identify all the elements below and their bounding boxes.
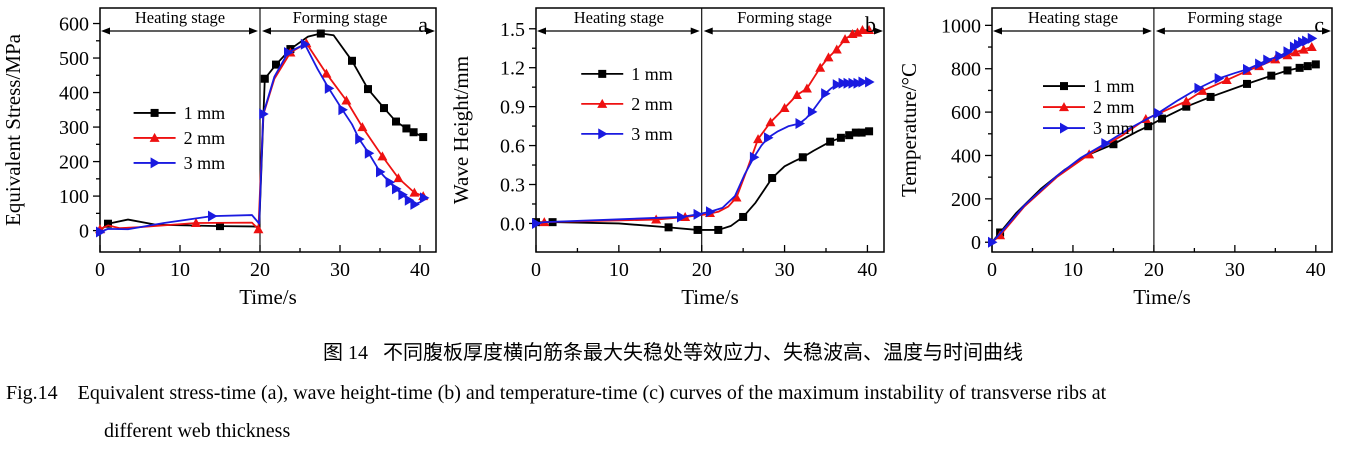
series-3mm: [988, 32, 1318, 248]
x-axis-title: Time/s: [239, 285, 297, 309]
chart-svg-a: 0 10 20 30 400100200300400500600Time/sEquiva…: [1, 7, 437, 309]
legend: 1 mm2 mm3 mm: [1043, 76, 1135, 138]
y-tick-labels: 0 100 200 300 400 500 600: [59, 14, 89, 243]
chart-equivalent-stress: 0 10 20 30 40 0 100 200 300 400 500 600 Time/s Equiva…: [0, 0, 448, 312]
svg-text:20: 20: [250, 259, 270, 281]
heating-stage-label: Heating stage: [1028, 8, 1118, 27]
plot-frame: [99, 7, 437, 253]
svg-text:0.0: 0.0: [500, 213, 525, 235]
svg-text:40: 40: [1306, 259, 1326, 281]
heating-stage-label: Heating stage: [574, 8, 664, 27]
svg-text:500: 500: [59, 48, 89, 70]
svg-text:3 mm: 3 mm: [184, 153, 226, 173]
svg-text:100: 100: [59, 186, 89, 208]
svg-text:400: 400: [59, 83, 89, 105]
corner-letter: b: [865, 12, 876, 37]
charts-row: 0 10 20 30 40 0 100 200 300 400 500 600 Time/s Equiva…: [0, 0, 1344, 312]
series-1mm: [532, 127, 874, 234]
series-1mm: [991, 60, 1320, 243]
chart-temperature: 0 10 20 30 40 0 200 400 600 800 1000 Time/s Temperat…: [896, 0, 1344, 312]
y-axis-title: Wave Height/mm: [449, 56, 473, 204]
svg-text:10: 10: [170, 259, 190, 281]
y-axis-title: Temperature/°C: [897, 63, 921, 197]
x-axis-title: Time/s: [1133, 285, 1191, 309]
forming-stage-arrow: [1155, 27, 1331, 35]
svg-text:0: 0: [95, 259, 105, 281]
x-axis-title: Time/s: [681, 285, 739, 309]
caption-chinese: 图 14 不同腹板厚度横向筋条最大失稳处等效应力、失稳波高、温度与时间曲线: [323, 342, 1023, 364]
plot-frame: [991, 7, 1333, 253]
x-tick-labels: 0 10 20 30 40: [95, 259, 430, 281]
series-3mm: [532, 76, 875, 229]
svg-text:0.6: 0.6: [500, 136, 525, 158]
svg-text:10: 10: [1063, 259, 1083, 281]
svg-text:600: 600: [951, 102, 981, 124]
y-axis-title: Equivalent Stress/MPa: [1, 33, 25, 226]
svg-text:30: 30: [775, 259, 795, 281]
svg-text:1.5: 1.5: [500, 19, 525, 41]
x-tick-labels: 0 10 20 30 40: [531, 259, 877, 281]
forming-stage-label: Forming stage: [1187, 8, 1282, 27]
heating-stage-label: Heating stage: [135, 8, 225, 27]
svg-text:10: 10: [609, 259, 629, 281]
svg-text:2 mm: 2 mm: [184, 128, 226, 148]
svg-text:800: 800: [951, 59, 981, 81]
svg-text:1 mm: 1 mm: [1093, 76, 1135, 96]
svg-text:1.2: 1.2: [500, 58, 525, 80]
svg-text:0.9: 0.9: [500, 97, 525, 119]
caption-english-line2: different web thickness: [104, 420, 291, 442]
plot-frame: [535, 7, 885, 253]
svg-text:1000: 1000: [941, 15, 981, 37]
corner-letter: c: [1314, 12, 1324, 37]
forming-stage-label: Forming stage: [293, 8, 388, 27]
svg-text:3 mm: 3 mm: [631, 124, 673, 144]
series-1mm: [99, 29, 428, 232]
series-2mm: [535, 25, 875, 227]
svg-text:0.3: 0.3: [500, 175, 525, 197]
svg-text:300: 300: [59, 117, 89, 139]
svg-text:0: 0: [531, 259, 541, 281]
svg-text:30: 30: [330, 259, 350, 281]
heating-stage-arrow: [993, 27, 1152, 35]
svg-text:1 mm: 1 mm: [184, 103, 226, 123]
chart-svg-b: 0 10 20 30 40 0.0 0.3 0.6 0.9 1.2 1.5 Time/s Wave He…: [449, 7, 885, 309]
heating-stage-arrow: [537, 27, 700, 35]
svg-text:20: 20: [1144, 259, 1164, 281]
x-tick-labels: 0 10 20 30 40: [987, 259, 1326, 281]
svg-text:0: 0: [79, 221, 89, 243]
legend: 1 mm 2 mm 3 mm: [581, 64, 673, 144]
svg-text:200: 200: [59, 152, 89, 174]
y-axis-ticks: [985, 24, 992, 243]
svg-text:1 mm: 1 mm: [631, 64, 673, 84]
chart-wave-height: 0 10 20 30 40 0.0 0.3 0.6 0.9 1.2 1.5 Time/s Wave He…: [448, 0, 896, 312]
svg-text:0: 0: [987, 259, 997, 281]
forming-stage-arrow: [703, 27, 883, 35]
series-3mm: [96, 38, 430, 238]
svg-text:20: 20: [692, 259, 712, 281]
svg-text:30: 30: [1225, 259, 1245, 281]
figure-caption: 图 14 不同腹板厚度横向筋条最大失稳处等效应力、失稳波高、温度与时间曲线 Fi…: [0, 336, 1346, 443]
y-tick-labels: 0.0 0.3 0.6 0.9 1.2 1.5: [500, 19, 525, 236]
corner-letter: a: [418, 12, 428, 37]
forming-stage-label: Forming stage: [737, 8, 832, 27]
y-axis-ticks: [93, 22, 100, 232]
svg-text:600: 600: [59, 14, 89, 36]
svg-text:2 mm: 2 mm: [1093, 97, 1135, 117]
heating-stage-arrow: [101, 27, 258, 35]
svg-text:40: 40: [857, 259, 877, 281]
svg-text:40: 40: [410, 259, 430, 281]
y-axis-ticks: [529, 28, 536, 225]
chart-svg-c: 0 10 20 30 4002004006008001000Time/sTemperat…: [897, 7, 1333, 309]
svg-text:400: 400: [951, 145, 981, 167]
caption-english-line1: Fig.14 Equivalent stress-time (a), wave …: [6, 382, 1107, 404]
y-tick-labels: 0 200 400 600 800 1000: [941, 15, 981, 254]
svg-text:2 mm: 2 mm: [631, 94, 673, 114]
legend: 1 mm 2 mm 3 mm: [133, 103, 226, 173]
svg-text:3 mm: 3 mm: [1093, 118, 1135, 138]
forming-stage-arrow: [262, 27, 435, 35]
svg-text:0: 0: [971, 232, 981, 254]
svg-text:200: 200: [951, 189, 981, 211]
